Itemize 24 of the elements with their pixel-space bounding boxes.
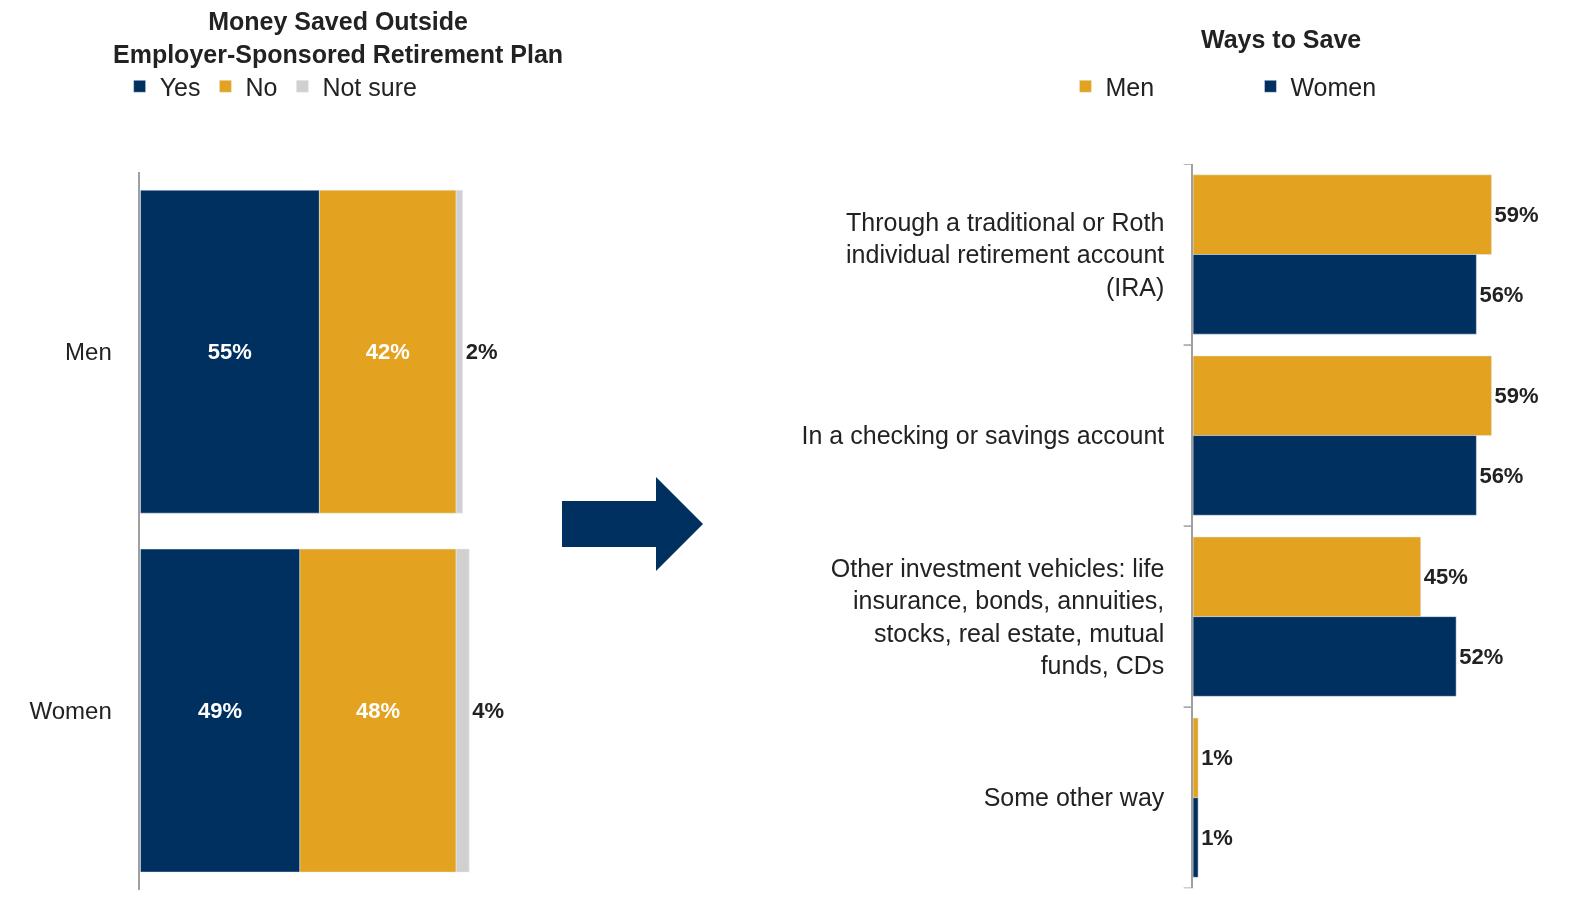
data-label: 48%: [355, 698, 401, 724]
data-label: 52%: [1459, 643, 1504, 669]
y-tick-label: Some other way: [983, 783, 1165, 812]
data-label: 49%: [198, 698, 243, 724]
data-label: 56%: [1479, 462, 1524, 488]
data-label: 59%: [1494, 202, 1539, 228]
data-label: 56%: [1479, 281, 1524, 307]
y-tick-label: Through a traditional or Roth individual retirement account (IRA): [846, 207, 1165, 301]
chart-title: Ways to Save: [1201, 25, 1362, 53]
data-label: 45%: [1423, 564, 1468, 590]
legend-label: Not sure: [322, 73, 417, 102]
data-label: 59%: [1494, 383, 1539, 409]
data-label: 1%: [1201, 745, 1233, 771]
legend-label: No: [245, 73, 278, 102]
y-tick-label: In a checking or savings account: [801, 421, 1165, 450]
data-label: 42%: [365, 339, 410, 365]
data-label: 4%: [472, 698, 504, 724]
data-label: 1%: [1201, 825, 1233, 851]
y-tick-label: Other investment vehicles: life insurance, bonds, annuities, stocks, real estate, mutual funds, CDs: [830, 553, 1165, 680]
chart-title: Money Saved Outside Employer-Sponsored Retirement Plan: [113, 7, 564, 68]
legend-label: Women: [1290, 73, 1377, 102]
data-label: 55%: [207, 339, 252, 365]
legend-label: Yes: [159, 73, 201, 102]
data-label: 2%: [465, 339, 498, 365]
